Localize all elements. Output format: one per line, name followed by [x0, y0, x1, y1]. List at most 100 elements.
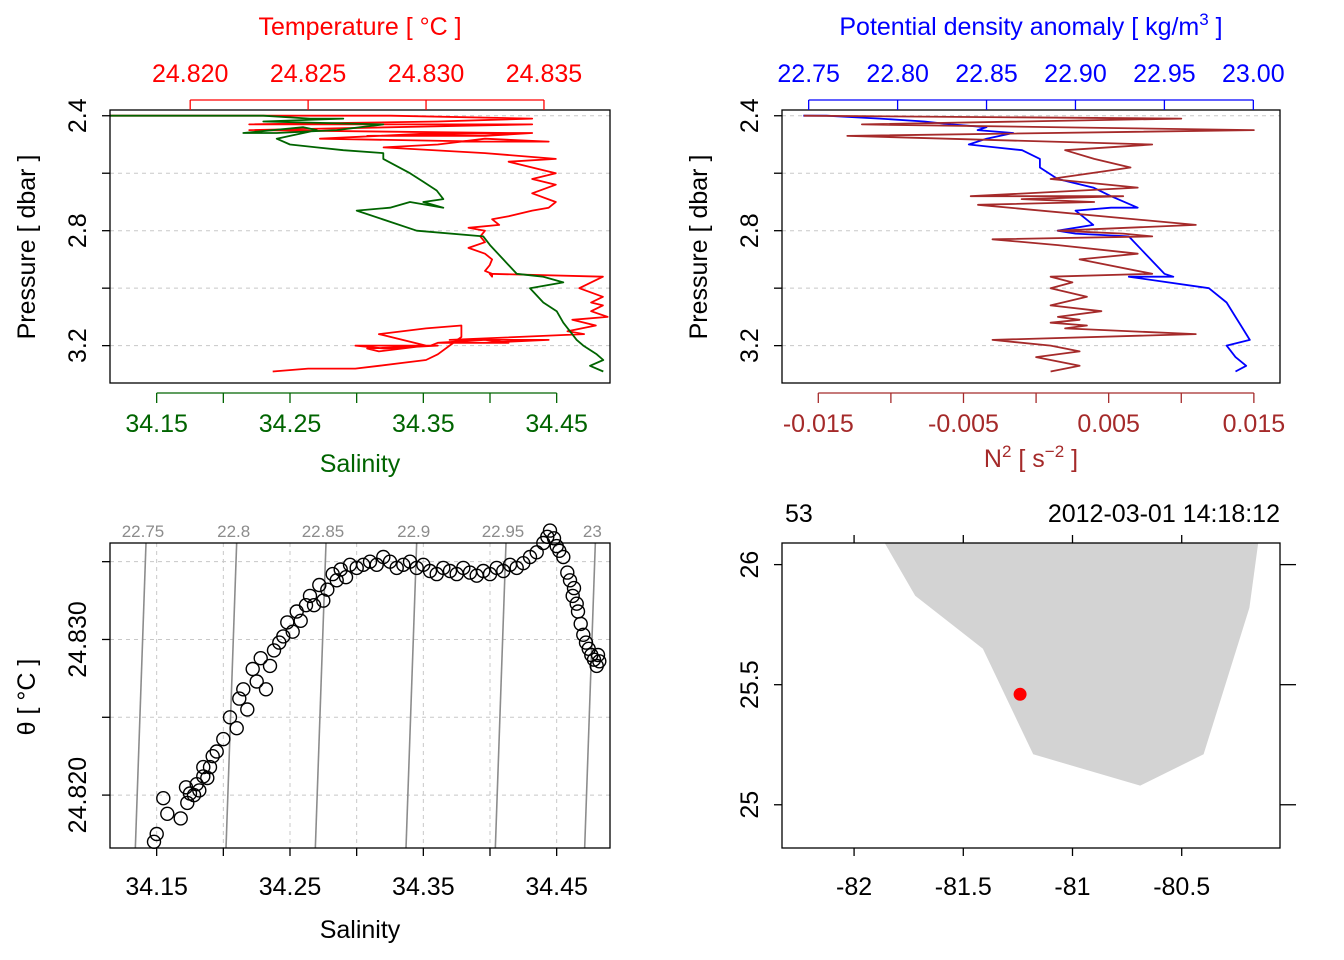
p3-points	[146, 523, 607, 849]
p3-point	[320, 582, 335, 597]
p3-x-tick-label: 34.25	[259, 873, 322, 901]
p1-top-axis-title: Temperature [ °C ]	[258, 13, 461, 41]
p1-series-temperature	[110, 114, 609, 373]
p4-station-marker	[1013, 687, 1027, 701]
p1-series-salinity	[110, 114, 605, 373]
p3-point	[298, 598, 314, 613]
p3-point	[276, 629, 291, 644]
p3-point	[180, 795, 195, 811]
p2-bottom-tick-label: 0.015	[1223, 410, 1286, 438]
p3-point	[192, 783, 207, 798]
p2-series-n2	[803, 114, 1255, 373]
p3-point	[592, 654, 607, 669]
p2-top-tick-label: 23.00	[1222, 60, 1285, 88]
p4-land-polygon	[884, 543, 1280, 786]
p3-plot-frame	[109, 542, 611, 849]
p2-bottom-tick-label: -0.015	[783, 410, 854, 438]
p3-point	[562, 573, 578, 588]
p3-point	[422, 563, 438, 579]
p3-point	[476, 563, 491, 579]
p3-point	[349, 560, 364, 576]
p3-point	[196, 759, 211, 775]
p3-point	[312, 577, 327, 593]
p1-top-tick-label: 24.820	[152, 60, 228, 88]
p3-point	[442, 563, 458, 579]
p3-point	[409, 560, 424, 576]
p3-point	[229, 721, 244, 736]
p3-point	[146, 834, 162, 849]
p1-top-tick-label: 24.830	[388, 60, 464, 88]
p3-point	[566, 580, 582, 596]
p1-gridlines	[110, 115, 610, 347]
p3-point	[576, 627, 591, 642]
p3-point	[209, 744, 224, 759]
p1-bottom-tick-label: 34.45	[525, 410, 588, 438]
p3-isopycnal-line	[405, 542, 418, 849]
p3-point	[306, 598, 322, 613]
p3-point	[362, 554, 378, 569]
p3-isopycnal-label: 23	[583, 522, 602, 541]
p2-axes: 22.75 22.80 22.85 22.90 22.95 23.00 -0.015 -0.0…	[736, 60, 1285, 438]
p3-axes: 34.15 34.25 34.35 34.45 24.820 24.830	[64, 561, 588, 901]
panel-density-n2-profile: 22.75 22.80 22.85 22.90 22.95 23.00 -0.015 -0.0…	[685, 10, 1285, 473]
p4-axes: -82 -81.5 -81 -80.5 25 25.5 26	[736, 535, 1296, 901]
p3-point	[489, 560, 504, 576]
p2-top-axis-title-sup: 3	[1199, 10, 1208, 29]
p3-point	[266, 643, 282, 658]
p3-point	[202, 759, 218, 775]
p1-bottom-tick-label: 34.15	[125, 410, 188, 438]
p3-point	[240, 702, 255, 717]
p4-x-tick-label: -82	[836, 873, 872, 901]
p3-point	[173, 811, 188, 826]
p3-point	[186, 787, 202, 803]
p3-x-tick-label: 34.35	[392, 873, 455, 901]
p4-y-tick-label: 25	[736, 791, 764, 819]
p2-top-axis-title-end: ]	[1209, 13, 1223, 41]
p1-bottom-axis-title: Salinity	[320, 450, 401, 478]
p2-top-tick-label: 22.80	[866, 60, 929, 88]
p3-point	[262, 658, 278, 674]
p3-point	[436, 560, 451, 576]
p2-series	[803, 114, 1255, 373]
p3-point	[578, 635, 594, 650]
p2-bottom-axis-title: N2 [ s−2 ]	[984, 442, 1078, 473]
p3-gridlines	[110, 543, 610, 848]
p3-point	[293, 613, 308, 628]
p2-y-tick-label: 2.8	[736, 213, 764, 248]
p2-top-tick-label: 22.90	[1044, 60, 1107, 88]
p1-y-axis-title: Pressure [ dbar ]	[13, 155, 41, 340]
p3-point	[232, 691, 247, 706]
p3-point	[556, 549, 571, 565]
p2-top-tick-label: 22.85	[955, 60, 1018, 88]
p3-point	[253, 651, 268, 666]
p3-point	[573, 616, 588, 632]
p1-top-tick-label: 24.835	[506, 60, 582, 88]
p1-y-tick-label: 2.4	[64, 98, 92, 133]
p2-bottom-axis-title-end: ]	[1064, 445, 1078, 473]
p1-bottom-tick-label: 34.35	[392, 410, 455, 438]
p2-y-axis-title: Pressure [ dbar ]	[685, 155, 713, 340]
p3-isopycnal-line	[225, 542, 238, 849]
p3-point	[542, 523, 558, 538]
p1-y-tick-label: 2.8	[64, 213, 92, 248]
p3-point	[178, 780, 194, 795]
p1-axes: 24.820 24.825 24.830 24.835 34.15 34.25 34.35 3…	[64, 60, 588, 438]
p2-bottom-tick-label: 0.005	[1077, 410, 1140, 438]
p1-y-tick-label: 3.2	[64, 328, 92, 363]
p3-point	[156, 791, 171, 806]
p2-y-tick-label: 2.4	[736, 98, 764, 133]
p3-point	[258, 682, 274, 697]
p4-plot-frame	[781, 542, 1281, 849]
p3-y-tick-label: 24.830	[64, 601, 92, 677]
p3-point	[216, 731, 231, 747]
p3-point	[236, 682, 251, 697]
p3-x-tick-label: 34.45	[525, 873, 588, 901]
p3-isopycnal-label: 22.75	[122, 522, 165, 541]
p2-top-axis-title: Potential density anomaly [ kg/m3 ]	[839, 10, 1222, 41]
panel-temperature-salinity-profile: 24.820 24.825 24.830 24.835 34.15 34.25 34.35 3…	[13, 13, 611, 478]
p2-top-tick-label: 22.75	[777, 60, 840, 88]
p3-isopycnal-label: 22.8	[217, 522, 250, 541]
p4-x-tick-label: -81	[1054, 873, 1090, 901]
p4-y-tick-label: 26	[736, 551, 764, 579]
p3-y-tick-label: 24.820	[64, 757, 92, 833]
